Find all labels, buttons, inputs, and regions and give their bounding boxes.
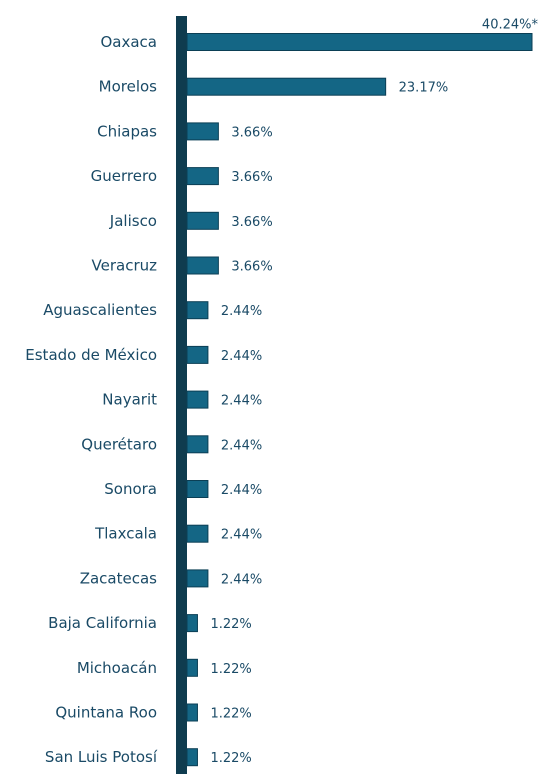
bar <box>186 614 198 633</box>
value-label: 1.22% <box>210 751 251 766</box>
bar <box>186 569 209 588</box>
value-label: 2.44% <box>221 304 262 319</box>
value-labels-group: 40.24%* 23.17% 3.66% 3.66% 3.66% 3.66% 2.44% 2.… <box>210 18 538 767</box>
bar <box>186 211 219 230</box>
value-label: 23.17% <box>399 81 449 96</box>
category-label: Tlaxcala <box>94 525 157 543</box>
category-label: Baja California <box>48 614 157 632</box>
category-label: Estado de México <box>25 346 157 364</box>
value-label: 2.44% <box>221 528 262 543</box>
category-label: Veracruz <box>92 257 158 275</box>
bar <box>186 658 198 677</box>
bar <box>186 167 219 186</box>
category-label: Aguascalientes <box>43 301 157 319</box>
bar <box>186 435 209 454</box>
value-label: 1.22% <box>210 662 251 677</box>
value-label: 40.24%* <box>482 18 539 33</box>
value-label: 3.66% <box>231 125 272 140</box>
category-label: Morelos <box>99 78 158 96</box>
category-label: San Luis Potosí <box>45 748 158 766</box>
category-label: Michoacán <box>77 659 157 677</box>
bar <box>186 122 219 141</box>
category-label: Guerrero <box>91 167 157 185</box>
value-label: 2.44% <box>221 349 262 364</box>
bar <box>186 33 533 51</box>
bar <box>186 77 387 96</box>
value-label: 2.44% <box>221 394 262 409</box>
bars-group <box>186 33 533 767</box>
value-label: 1.22% <box>210 617 251 632</box>
category-label: Sonora <box>104 480 157 498</box>
bar <box>186 345 209 364</box>
category-labels-group: Oaxaca Morelos Chiapas Guerrero Jalisco Verac… <box>25 33 158 766</box>
bar <box>186 301 209 320</box>
category-label: Quintana Roo <box>55 704 157 722</box>
value-label: 3.66% <box>231 215 272 230</box>
category-label: Zacatecas <box>80 569 157 587</box>
category-label: Nayarit <box>102 391 157 409</box>
bar <box>186 390 209 409</box>
bar <box>186 703 198 722</box>
category-label: Chiapas <box>97 122 157 140</box>
value-label: 2.44% <box>221 483 262 498</box>
value-label: 2.44% <box>221 438 262 453</box>
category-label: Jalisco <box>109 212 157 230</box>
bar <box>186 748 198 767</box>
category-label: Querétaro <box>81 435 157 453</box>
bar <box>186 256 219 275</box>
value-label: 1.22% <box>210 707 251 722</box>
category-label: Oaxaca <box>100 33 157 51</box>
value-label: 2.44% <box>221 572 262 587</box>
value-label: 3.66% <box>231 260 272 275</box>
y-axis-line <box>176 16 187 774</box>
bar <box>186 524 209 543</box>
value-label: 3.66% <box>231 170 272 185</box>
bar <box>186 480 209 498</box>
